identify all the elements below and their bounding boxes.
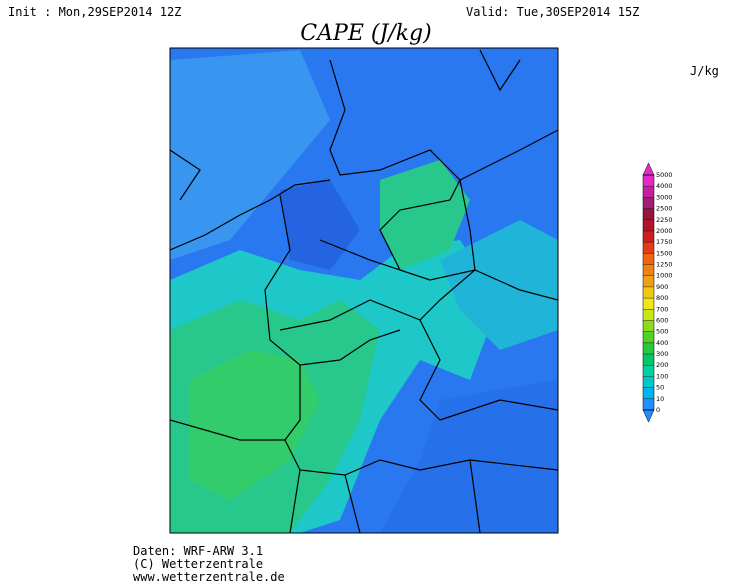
colorbar-segment [643, 354, 654, 366]
colorbar-segment [643, 331, 654, 343]
init-time: Init : Mon,29SEP2014 12Z [8, 5, 181, 19]
colorbar-label: 5000 [656, 171, 673, 179]
colorbar-segment [643, 309, 654, 321]
colorbar: 0 10 50 100 200 300 400 500 600 700 800 900 1000 1250… [642, 162, 673, 423]
colorbar-segment [643, 242, 654, 254]
colorbar-label: 3000 [656, 193, 673, 201]
shade [380, 160, 470, 270]
colorbar-segment [643, 376, 654, 388]
map [169, 47, 559, 534]
valid-time: Valid: Tue,30SEP2014 15Z [466, 5, 639, 19]
shade [170, 50, 330, 260]
colorbar-segment [643, 197, 654, 209]
colorbar-label: 300 [656, 350, 668, 358]
colorbar-label: 900 [656, 283, 668, 291]
colorbar-label: 4000 [656, 182, 673, 190]
colorbar-label: 100 [656, 372, 668, 380]
colorbar-label: 2500 [656, 205, 673, 213]
colorbar-label: 700 [656, 305, 668, 313]
colorbar-segment [643, 365, 654, 377]
colorbar-label: 10 [656, 395, 664, 403]
colorbar-label: 800 [656, 294, 668, 302]
colorbar-segment [643, 208, 654, 220]
colorbar-label: 500 [656, 328, 668, 336]
colorbar-segment [643, 320, 654, 332]
shade [440, 220, 558, 350]
colorbar-segment [643, 298, 654, 310]
colorbar-label: 1500 [656, 249, 673, 257]
colorbar-arrow [642, 162, 655, 176]
colorbar-segment [643, 219, 654, 231]
colorbar-segment [643, 387, 654, 399]
colorbar-arrow [642, 409, 655, 423]
footer-line: www.wetterzentrale.de [133, 570, 285, 584]
colorbar-segment [643, 286, 654, 299]
colorbar-segment [643, 264, 654, 276]
colorbar-segment [643, 175, 654, 187]
map-frame [169, 47, 559, 534]
map-title: CAPE (J/kg) [300, 21, 431, 46]
shade [190, 350, 320, 500]
colorbar-label: 1250 [656, 261, 673, 269]
colorbar-segment [643, 230, 654, 243]
colorbar-label: 1000 [656, 272, 673, 280]
borders [170, 49, 558, 533]
footer-line: (C) Wetterzentrale [133, 557, 263, 571]
colorbar-label: 400 [656, 339, 668, 347]
colorbar-label: 600 [656, 316, 668, 324]
colorbar-segment [643, 253, 654, 265]
colorbar-segment [643, 186, 654, 198]
colorbar-segment [643, 398, 654, 410]
legend-unit: J/kg [690, 64, 719, 78]
colorbar-label: 200 [656, 361, 668, 369]
shade [380, 380, 558, 533]
colorbar-label: 0 [656, 406, 660, 414]
footer-line: Daten: WRF-ARW 3.1 [133, 544, 263, 558]
colorbar-label: 1750 [656, 238, 673, 246]
colorbar-label: 2000 [656, 227, 673, 235]
colorbar-label: 50 [656, 384, 664, 392]
colorbar-label: 2250 [656, 216, 673, 224]
colorbar-segment [643, 275, 654, 287]
colorbar-segment [643, 342, 654, 355]
